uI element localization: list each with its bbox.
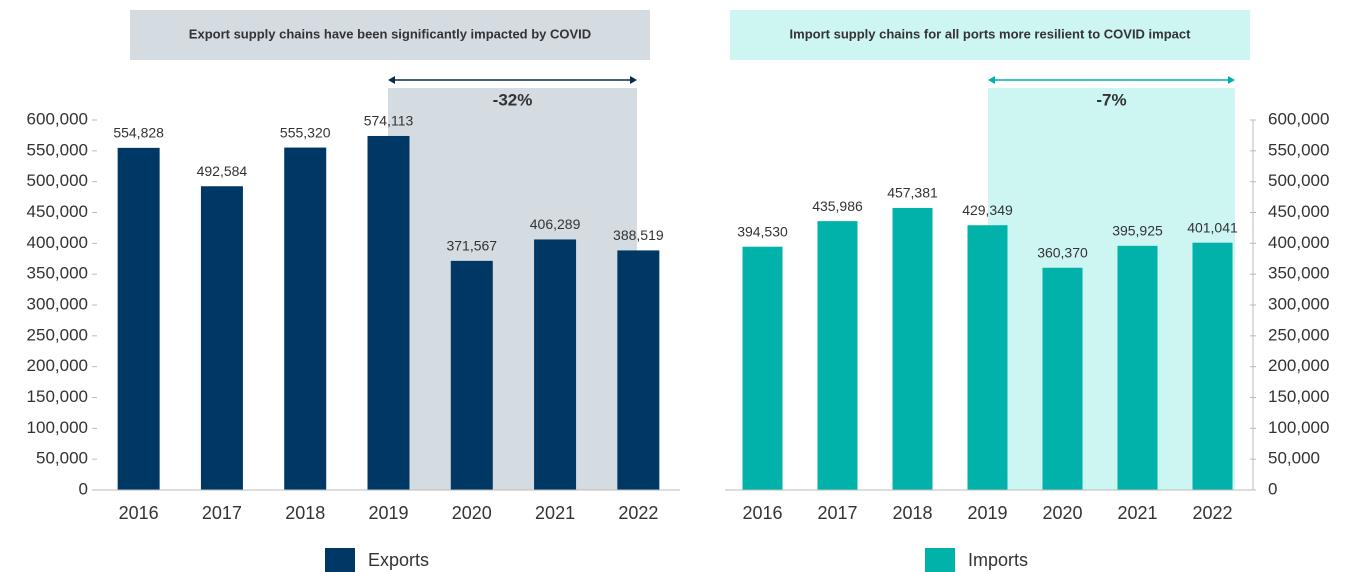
data-label: 492,584 — [197, 163, 248, 179]
y-tick-label: 450,000 — [1268, 202, 1329, 221]
y-tick-label: 300,000 — [27, 294, 88, 313]
y-tick-label: 100,000 — [1268, 418, 1329, 437]
y-tick-label: 150,000 — [27, 387, 88, 406]
y-tick-label: 500,000 — [27, 171, 88, 190]
bar — [117, 147, 160, 490]
data-label: 555,320 — [280, 124, 331, 140]
change-label: -7% — [1096, 90, 1126, 109]
bar — [617, 250, 660, 490]
x-tick-label: 2019 — [967, 503, 1007, 523]
bar — [967, 225, 1008, 490]
y-tick-label: 250,000 — [27, 325, 88, 344]
data-label: 401,041 — [1187, 219, 1238, 235]
y-tick-label: 600,000 — [1268, 109, 1329, 128]
y-tick-label: 400,000 — [27, 233, 88, 252]
data-label: 394,530 — [737, 223, 788, 239]
y-tick-label: 50,000 — [36, 449, 88, 468]
x-tick-label: 2017 — [202, 503, 242, 523]
bar — [1042, 267, 1083, 490]
bar — [534, 239, 577, 490]
x-tick-label: 2021 — [1117, 503, 1157, 523]
legend-swatch — [325, 548, 355, 572]
y-tick-label: 350,000 — [27, 264, 88, 283]
data-label: 406,289 — [530, 216, 581, 232]
y-tick-label: 350,000 — [1268, 264, 1329, 283]
banner-text: Import supply chains for all ports more … — [790, 26, 1192, 41]
y-tick-label: 550,000 — [1268, 140, 1329, 159]
y-tick-label: 250,000 — [1268, 325, 1329, 344]
y-tick-label: 200,000 — [27, 356, 88, 375]
bar — [892, 207, 933, 491]
y-tick-label: 400,000 — [1268, 233, 1329, 252]
y-tick-label: 50,000 — [1268, 449, 1320, 468]
x-tick-label: 2021 — [535, 503, 575, 523]
y-tick-label: 450,000 — [27, 202, 88, 221]
data-label: 554,828 — [113, 125, 164, 141]
bar — [742, 246, 783, 490]
banner — [730, 10, 1250, 60]
data-label: 395,925 — [1112, 223, 1163, 239]
bar — [200, 186, 243, 490]
y-tick-label: 550,000 — [27, 140, 88, 159]
y-tick-label: 200,000 — [1268, 356, 1329, 375]
x-tick-label: 2018 — [285, 503, 325, 523]
bar — [367, 135, 410, 490]
y-tick-label: 150,000 — [1268, 387, 1329, 406]
data-label: 574,113 — [364, 113, 414, 129]
highlight-region — [388, 88, 637, 490]
change-label: -32% — [493, 90, 533, 109]
legend-label: Exports — [368, 550, 429, 570]
x-tick-label: 2020 — [1042, 503, 1082, 523]
data-label: 429,349 — [962, 202, 1013, 218]
x-tick-label: 2018 — [892, 503, 932, 523]
bar — [450, 260, 493, 490]
y-tick-label: 500,000 — [1268, 171, 1329, 190]
x-tick-label: 2020 — [452, 503, 492, 523]
banner-text: Export supply chains have been significa… — [189, 26, 591, 41]
data-label: 371,567 — [446, 238, 497, 254]
banner — [130, 10, 650, 60]
legend-label: Imports — [968, 550, 1028, 570]
bar — [1192, 242, 1233, 490]
y-tick-label: 0 — [79, 479, 88, 498]
bar — [1117, 245, 1158, 490]
y-tick-label: 300,000 — [1268, 294, 1329, 313]
bar — [284, 147, 327, 490]
y-tick-label: 0 — [1268, 479, 1277, 498]
x-tick-label: 2019 — [368, 503, 408, 523]
y-tick-label: 100,000 — [27, 418, 88, 437]
x-tick-label: 2016 — [119, 503, 159, 523]
bar — [817, 221, 858, 490]
x-tick-label: 2017 — [817, 503, 857, 523]
x-tick-label: 2022 — [618, 503, 658, 523]
x-tick-label: 2022 — [1192, 503, 1232, 523]
legend-swatch — [925, 548, 955, 572]
data-label: 388,519 — [613, 227, 664, 243]
y-tick-label: 600,000 — [27, 109, 88, 128]
x-tick-label: 2016 — [742, 503, 782, 523]
data-label: 457,381 — [887, 185, 938, 201]
data-label: 360,370 — [1037, 244, 1088, 260]
data-label: 435,986 — [812, 198, 863, 214]
